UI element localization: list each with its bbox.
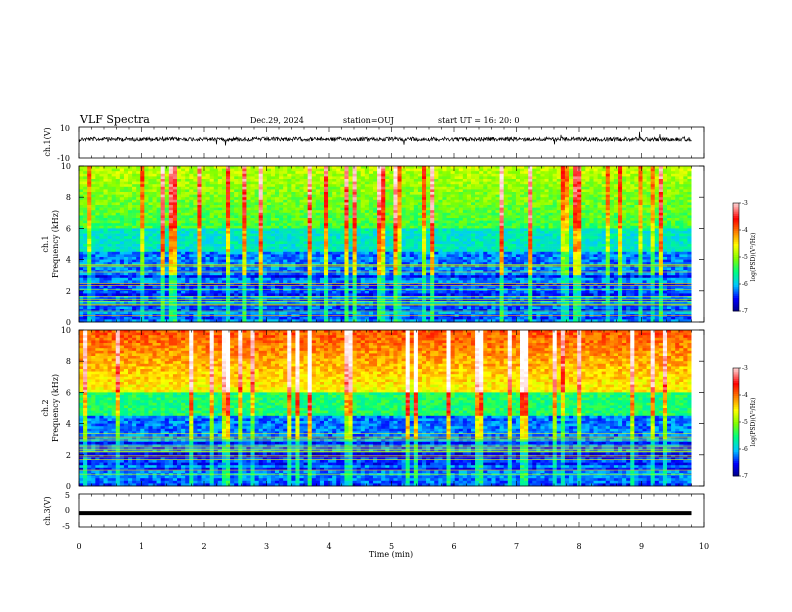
x-tick-label: 10 (699, 542, 709, 551)
ch1-waveform-line (78, 131, 692, 146)
date-label: Dec.29, 2024 (250, 116, 304, 125)
colorbar-tick-label: -6 (742, 446, 748, 453)
spectrogram-ytick-label: 0 (66, 482, 71, 491)
ch1-waveform-panel: 10 -10 ch.1(V) (43, 124, 705, 163)
colorbar-tick-label: -6 (742, 281, 748, 288)
ch1-waveform-trace (78, 131, 692, 146)
colorbar-tick-label: -7 (742, 308, 748, 315)
ch3-ytick-bottom: -5 (62, 522, 70, 531)
ch1-waveform-ylabel: ch.1(V) (43, 127, 52, 156)
colorbar-label: log(PSD)(V²/Hz) (750, 233, 757, 282)
ch2-spectrogram-ylabel: Frequency (kHz) (51, 374, 60, 442)
colorbar-tick-label: -3 (742, 200, 748, 207)
ch1-spectrogram-heatmap (79, 166, 704, 323)
ch1-ytick-bottom: -10 (57, 154, 70, 163)
ch2-spectrogram-channel-label: ch.2 (41, 399, 50, 416)
spectrogram-ytick-label: 4 (66, 420, 71, 429)
spectrogram-ytick-label: 6 (66, 388, 71, 397)
start-time-label: start UT = 16: 20: 0 (438, 116, 519, 125)
colorbar-tick-label: -3 (742, 365, 748, 372)
x-axis-ticks (78, 127, 705, 527)
spectrogram-ytick-label: 2 (66, 287, 71, 296)
figure-title: VLF Spectra (79, 113, 150, 126)
colorbar-label: log(PSD)(V²/Hz) (750, 398, 757, 447)
colorbar-tick-label: -7 (742, 473, 748, 480)
x-tick-label: 5 (389, 542, 394, 551)
x-axis-tick-labels: 0 1 2 3 4 5 6 7 8 9 10 (76, 542, 709, 551)
ch1-colorbar: -3 -4 -5 -6 -7 log(PSD)(V²/Hz) (732, 200, 757, 315)
x-tick-label: 2 (201, 542, 206, 551)
x-tick-label: 3 (264, 542, 269, 551)
spectrogram-ytick-label: 4 (66, 256, 71, 265)
station-label: station=OUJ (343, 116, 394, 125)
ch3-ytick-mid: 0 (65, 506, 70, 515)
x-tick-label: 7 (514, 542, 519, 551)
x-tick-label: 1 (139, 542, 144, 551)
ch3-waveform-ylabel: ch.3(V) (43, 496, 52, 525)
ch3-ytick-top: 5 (65, 491, 70, 500)
colorbar-tick-label: -4 (742, 392, 748, 399)
spectrogram-ytick-label: 10 (61, 162, 71, 171)
ch1-ytick-top: 10 (60, 124, 70, 133)
spectrogram-ytick-label: 8 (66, 357, 71, 366)
x-axis-label: Time (min) (369, 550, 413, 559)
x-tick-label: 9 (639, 542, 644, 551)
x-tick-label: 4 (326, 542, 331, 551)
spectrogram-ytick-label: 8 (66, 193, 71, 202)
ch1-spectrogram-ylabel: Frequency (kHz) (51, 210, 60, 278)
spectrogram-ytick-label: 2 (66, 451, 71, 460)
ch2-spectrogram-panel: 0 2 4 6 8 10 ch.2 Frequency (kHz) -3 -4 -5 -6 -7 l… (41, 326, 757, 491)
colorbar-tick-label: -5 (742, 419, 748, 426)
ch1-spectrogram-channel-label: ch.1 (41, 235, 50, 252)
ch1-spectrogram-panel: 0 2 4 6 8 10 ch.1 Frequency (kHz) -3 -4 -5 -6 -7 l… (41, 162, 757, 327)
x-tick-label: 0 (76, 542, 81, 551)
x-tick-label: 6 (451, 542, 456, 551)
colorbar-tick-label: -4 (742, 227, 748, 234)
colorbar-tick-label: -5 (742, 254, 748, 261)
ch2-colorbar: -3 -4 -5 -6 -7 log(PSD)(V²/Hz) (732, 365, 757, 480)
spectrogram-ytick-label: 0 (66, 318, 71, 327)
ch3-waveform-panel: 5 0 -5 ch.3(V) (43, 491, 705, 531)
ch2-spectrogram-heatmap (79, 330, 704, 487)
spectrogram-ytick-label: 10 (61, 326, 71, 335)
spectrogram-ytick-label: 6 (66, 224, 71, 233)
x-tick-label: 8 (576, 542, 581, 551)
